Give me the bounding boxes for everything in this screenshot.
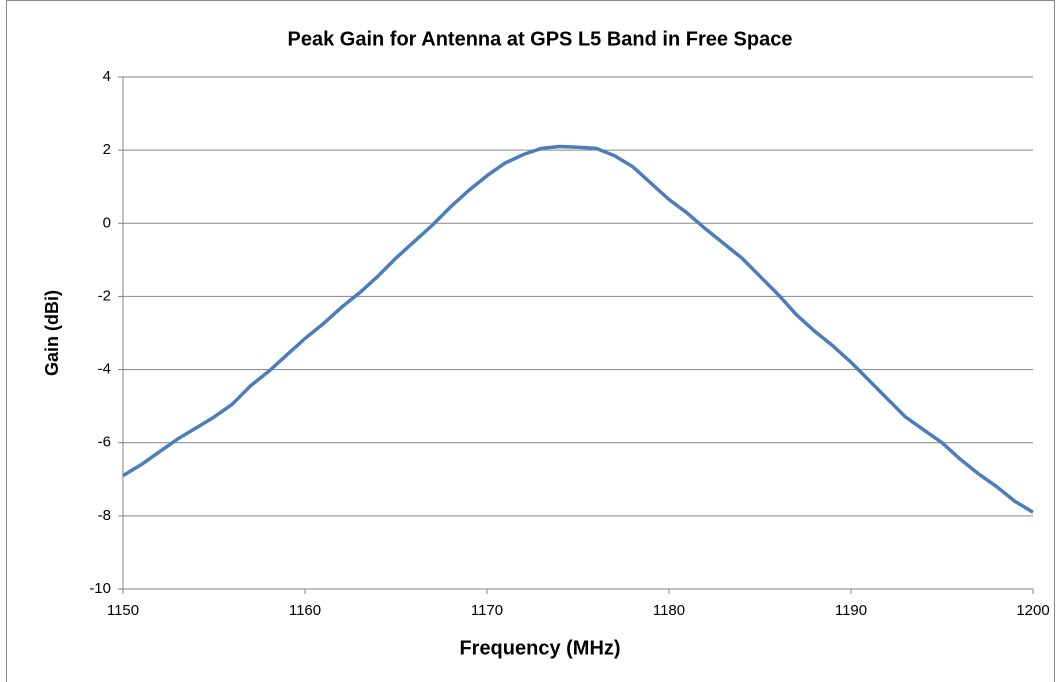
y-tick-label: -2: [98, 287, 111, 304]
x-tick-label: 1150: [107, 602, 139, 619]
y-tick-label: 0: [103, 214, 111, 231]
x-axis-label: Frequency (MHz): [459, 637, 620, 659]
y-tick-label: -8: [98, 507, 111, 524]
y-tick-label: -4: [98, 361, 111, 378]
data-line: [122, 144, 1034, 514]
chart-title: Peak Gain for Antenna at GPS L5 Band in …: [288, 28, 793, 50]
y-tick-label: 2: [103, 141, 111, 158]
x-tick-label: 1200: [1016, 602, 1049, 619]
y-tick-label: -6: [98, 434, 111, 451]
y-axis-label: Gain (dBi): [42, 290, 62, 376]
y-tick-label: 4: [103, 68, 111, 85]
chart-border: [6, 0, 1055, 682]
x-tick-label: 1160: [289, 602, 321, 619]
x-tick-label: 1190: [835, 602, 867, 619]
x-tick-label: 1170: [471, 602, 503, 619]
x-tick-label: 1180: [653, 602, 685, 619]
y-tick-label: -10: [89, 580, 111, 597]
